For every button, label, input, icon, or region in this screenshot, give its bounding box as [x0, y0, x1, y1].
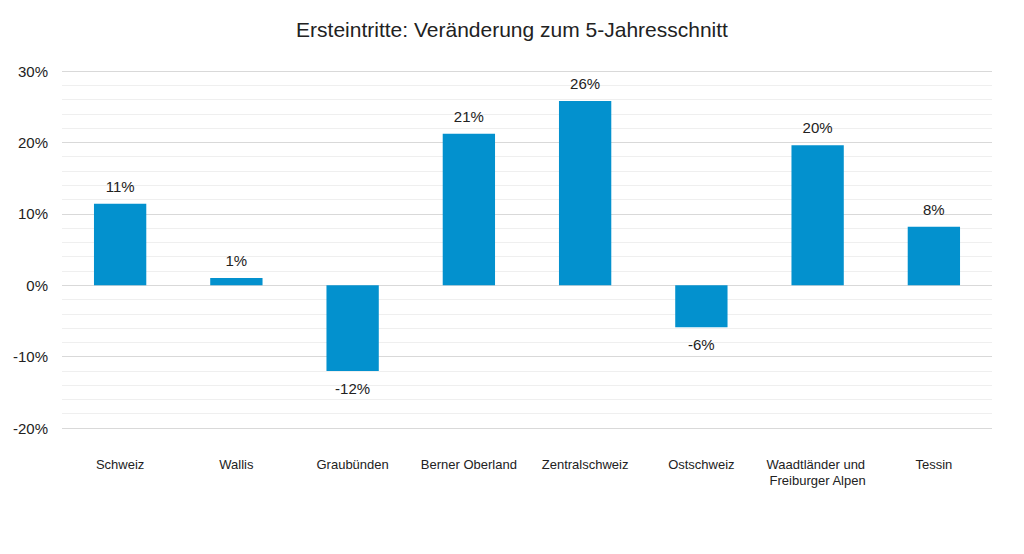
svg-text:26%: 26% — [570, 75, 600, 92]
svg-text:-20%: -20% — [13, 420, 48, 437]
svg-text:Wallis: Wallis — [219, 457, 254, 472]
svg-text:-10%: -10% — [13, 348, 48, 365]
svg-text:21%: 21% — [454, 108, 484, 125]
svg-text:Ersteintritte: Veränderung zum: Ersteintritte: Veränderung zum 5-Jahress… — [296, 18, 728, 41]
svg-text:Waadtländer und: Waadtländer und — [767, 457, 869, 472]
svg-text:Tessin: Tessin — [915, 457, 952, 472]
svg-text:Schweiz: Schweiz — [96, 457, 144, 472]
svg-text:Freiburger Alpen: Freiburger Alpen — [770, 473, 866, 488]
svg-text:Ostschweiz: Ostschweiz — [668, 457, 734, 472]
svg-text:30%: 30% — [18, 63, 48, 80]
svg-text:20%: 20% — [18, 134, 48, 151]
svg-text:-6%: -6% — [688, 336, 715, 353]
svg-text:0%: 0% — [26, 277, 48, 294]
svg-text:10%: 10% — [18, 205, 48, 222]
svg-text:1%: 1% — [226, 252, 248, 269]
svg-text:20%: 20% — [803, 119, 833, 136]
svg-text:Zentralschweiz: Zentralschweiz — [542, 457, 629, 472]
svg-text:8%: 8% — [923, 201, 945, 218]
svg-text:Berner Oberland: Berner Oberland — [421, 457, 517, 472]
svg-text:-12%: -12% — [335, 380, 370, 397]
svg-text:Graubünden: Graubünden — [316, 457, 388, 472]
svg-text:11%: 11% — [106, 178, 135, 195]
